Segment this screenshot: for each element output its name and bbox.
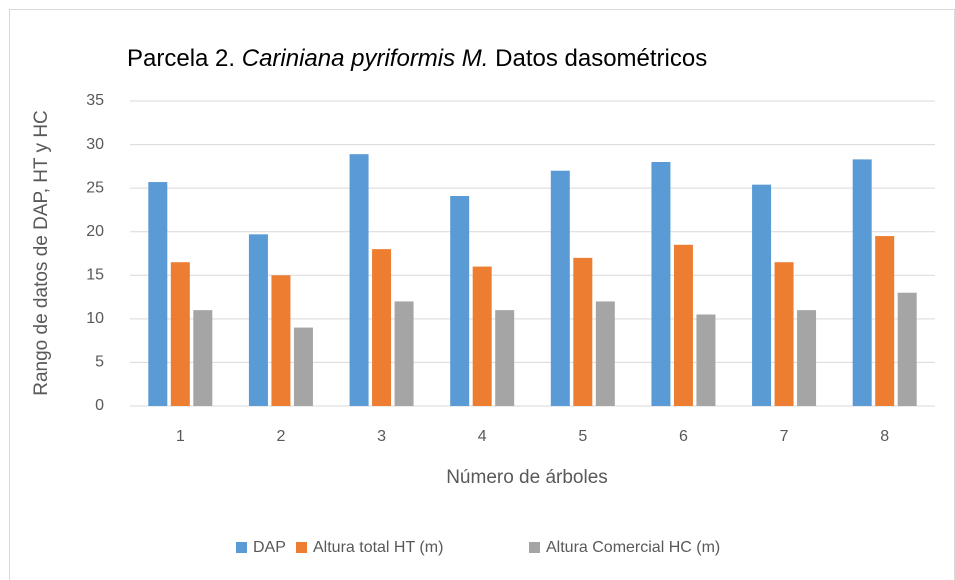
legend-swatch bbox=[529, 542, 540, 553]
title-part: Datos dasométricos bbox=[495, 45, 707, 72]
bar bbox=[293, 327, 313, 406]
x-tick-label: 6 bbox=[679, 428, 688, 445]
x-tick-label: 2 bbox=[276, 428, 285, 445]
bar bbox=[797, 310, 817, 406]
legend-label: DAP bbox=[253, 539, 286, 556]
y-tick-label: 30 bbox=[86, 136, 104, 153]
bar bbox=[550, 170, 570, 406]
x-tick-label: 4 bbox=[478, 428, 487, 445]
x-tick-label: 8 bbox=[880, 428, 889, 445]
x-tick-label: 1 bbox=[176, 428, 185, 445]
legend-swatch bbox=[236, 542, 247, 553]
y-tick-label: 0 bbox=[95, 397, 104, 414]
x-axis-label: Número de árboles bbox=[446, 467, 608, 488]
y-tick-label: 10 bbox=[86, 310, 104, 327]
bar bbox=[852, 159, 872, 406]
bar bbox=[573, 257, 593, 406]
bar bbox=[696, 314, 716, 406]
bar bbox=[170, 262, 190, 406]
bar bbox=[472, 266, 492, 406]
legend-swatch bbox=[296, 542, 307, 553]
legend-label: Altura Comercial HC (m) bbox=[546, 539, 720, 556]
bar bbox=[897, 292, 917, 406]
bar bbox=[875, 236, 895, 406]
x-tick-label: 5 bbox=[578, 428, 587, 445]
bar bbox=[349, 154, 369, 406]
y-tick-label: 35 bbox=[86, 92, 104, 109]
y-tick-label: 20 bbox=[86, 223, 104, 240]
bar bbox=[193, 310, 213, 406]
chart-title: Parcela 2. Cariniana pyriformis M. Datos… bbox=[127, 45, 707, 72]
title-part: Cariniana pyriformis M. bbox=[242, 45, 489, 72]
bar bbox=[495, 310, 515, 406]
bar bbox=[148, 182, 168, 406]
bar bbox=[450, 195, 470, 406]
x-tick-label: 7 bbox=[780, 428, 789, 445]
bar bbox=[248, 234, 268, 406]
x-tick-label: 3 bbox=[377, 428, 386, 445]
bar bbox=[394, 301, 414, 406]
bar bbox=[673, 244, 693, 406]
bar bbox=[271, 275, 291, 406]
y-axis-label: Rango de datos de DAP, HT y HC bbox=[31, 110, 52, 396]
y-tick-label: 15 bbox=[86, 267, 104, 284]
y-tick-label: 25 bbox=[86, 179, 104, 196]
bar bbox=[372, 249, 392, 406]
bar bbox=[774, 262, 794, 406]
bar bbox=[752, 184, 772, 406]
legend-label: Altura total HT (m) bbox=[313, 539, 443, 556]
title-part: Parcela 2. bbox=[127, 45, 235, 72]
y-tick-label: 5 bbox=[95, 354, 104, 371]
bar bbox=[651, 162, 671, 406]
bar bbox=[595, 301, 615, 406]
